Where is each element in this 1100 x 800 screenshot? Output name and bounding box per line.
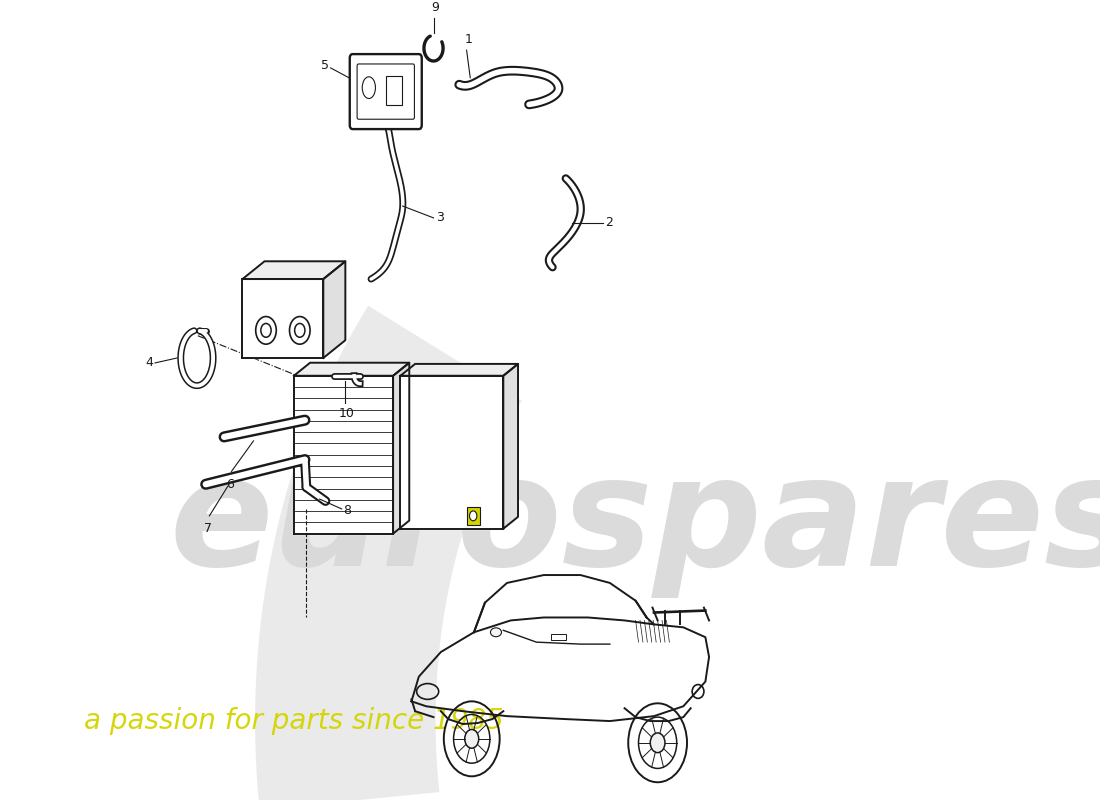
Circle shape [470,511,477,521]
FancyBboxPatch shape [358,64,415,119]
Circle shape [650,733,666,753]
Polygon shape [400,376,504,529]
Text: 8: 8 [343,505,351,518]
Polygon shape [323,262,345,358]
Bar [551,634,565,640]
Polygon shape [242,279,323,358]
Text: 2: 2 [605,216,613,230]
Text: a passion for parts since 1985: a passion for parts since 1985 [84,707,504,735]
Text: 4: 4 [145,357,153,370]
Text: 10: 10 [339,407,355,420]
Text: 5: 5 [321,59,329,73]
Text: eurospares: eurospares [169,450,1100,598]
Circle shape [464,730,478,748]
Text: 9: 9 [431,1,439,14]
Bar [466,507,480,525]
Polygon shape [294,362,409,376]
Polygon shape [504,364,518,529]
Text: 7: 7 [204,522,212,534]
Text: 1: 1 [465,34,473,46]
Ellipse shape [491,628,502,637]
Text: 3: 3 [436,211,443,224]
Polygon shape [294,376,393,534]
Bar [386,76,402,106]
Polygon shape [393,362,409,534]
Polygon shape [242,262,345,279]
Text: 6: 6 [226,478,234,491]
Polygon shape [400,364,518,376]
FancyBboxPatch shape [350,54,421,129]
